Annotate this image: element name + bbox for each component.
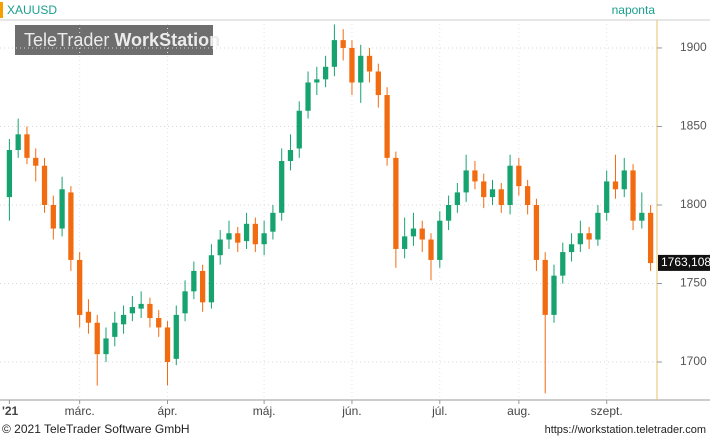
candle-body [516, 165, 522, 187]
candle-body [630, 170, 636, 221]
candle-body [208, 255, 215, 303]
candle-body [419, 228, 425, 240]
candle-body [156, 318, 162, 328]
candle-body [595, 212, 601, 240]
candle-body [358, 55, 364, 83]
candle-body [120, 314, 127, 325]
candle-body [59, 189, 65, 229]
candle-body [525, 186, 531, 205]
candle-body [305, 82, 311, 111]
candle-body [50, 204, 56, 229]
candle-body [410, 228, 417, 237]
candle-body [331, 40, 338, 67]
candle-body [15, 134, 21, 151]
candle-body [612, 181, 619, 190]
candle-body [112, 322, 118, 337]
candle-body [182, 291, 188, 314]
x-tick-label: szept. [591, 404, 623, 418]
candle-body [384, 95, 390, 158]
candle-body [489, 189, 496, 198]
candle-body [235, 233, 241, 243]
candle-body [243, 223, 250, 242]
candle-body [340, 40, 346, 48]
candle-body [393, 157, 399, 249]
candle-body [103, 338, 109, 355]
candle-body [604, 181, 610, 213]
x-tick-label: máj. [253, 404, 276, 418]
y-tick-label: 1900 [680, 40, 707, 54]
candle-body [366, 55, 373, 72]
candle-body [481, 181, 487, 198]
candle-body [200, 270, 206, 303]
candle-body [560, 252, 566, 276]
candle-body [85, 311, 92, 323]
candle-body [454, 192, 460, 205]
candle-body [568, 244, 575, 253]
candle-body [147, 303, 153, 319]
candle-body [191, 270, 197, 292]
watermark [15, 25, 213, 55]
url: https://workstation.teletrader.com [545, 424, 706, 436]
last-price-box [658, 254, 710, 271]
candle-body [138, 303, 144, 309]
candle-body [173, 314, 179, 359]
watermark-text: TeleTrader WorkStation [24, 30, 220, 50]
candle-body [94, 322, 100, 355]
candle-body [647, 212, 654, 264]
candle-body [402, 236, 408, 249]
period: naponta [612, 3, 656, 17]
candle-body [542, 259, 548, 315]
symbol: XAUUSD [7, 3, 57, 17]
candle-body [24, 134, 30, 158]
x-tick-label: aug. [507, 404, 530, 418]
candle-body [375, 71, 381, 96]
candle-body [472, 170, 478, 182]
x-tick-label: jún. [341, 404, 361, 418]
candle-body [498, 189, 504, 205]
candle-body [445, 204, 452, 221]
candle-body [164, 327, 171, 362]
candle-body [261, 233, 267, 245]
copyright: © 2021 TeleTrader Software GmbH [2, 422, 190, 436]
candle-body [279, 161, 285, 213]
candle-body [621, 170, 627, 190]
candle-body [349, 47, 355, 83]
candle-body [41, 165, 48, 205]
candle-body [270, 212, 276, 232]
candle-body [68, 192, 74, 260]
candle-body [226, 233, 232, 240]
last-price-label: 1763,108 [661, 255, 710, 269]
candle-body [129, 307, 135, 314]
candle-body [296, 110, 302, 149]
x-tick-label: '21 [2, 404, 19, 418]
candle-body [463, 170, 469, 193]
y-tick-label: 1800 [680, 197, 707, 211]
candle-body [639, 212, 645, 221]
candle-body [428, 239, 434, 260]
candle-body [586, 233, 592, 240]
candle-body [507, 165, 513, 205]
candle-body [322, 66, 329, 80]
x-tick-label: júl. [431, 404, 447, 418]
candle-body [252, 223, 258, 245]
candle-body [77, 259, 83, 315]
candle-body [33, 157, 39, 166]
x-tick-label: ápr. [157, 404, 177, 418]
candle-body [533, 204, 540, 260]
candle-body [217, 239, 223, 256]
y-tick-label: 1700 [680, 354, 707, 368]
candle-body [577, 233, 583, 245]
candle-body [287, 150, 294, 162]
candle-body [6, 150, 13, 198]
candle-body [314, 79, 320, 83]
candle-body [437, 220, 443, 260]
y-tick-label: 1750 [680, 276, 707, 290]
x-tick-label: márc. [65, 404, 95, 418]
symbol-marker [0, 2, 3, 18]
candle-body [551, 275, 557, 315]
y-tick-label: 1850 [680, 119, 707, 133]
